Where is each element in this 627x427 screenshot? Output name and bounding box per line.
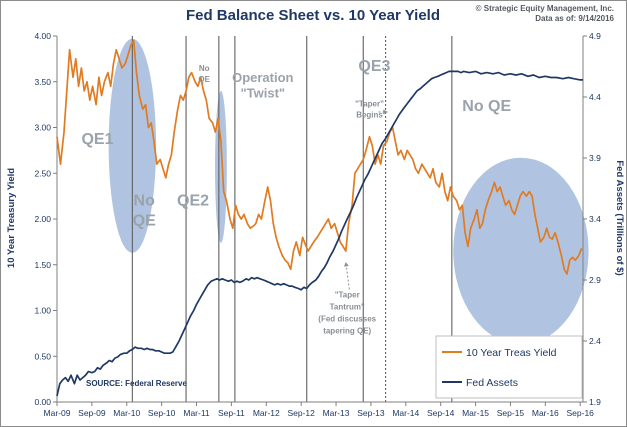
x-tick-label-3: Sep-10 [148, 408, 176, 418]
annotation-label-6: "Taper" Begins [355, 99, 384, 119]
y-left-tick-label-7: 3.50 [34, 77, 51, 87]
y-right-tick-label-5: 4.4 [589, 92, 601, 102]
annotation-line: "Twist" [240, 85, 285, 100]
annotation-line: "Taper [335, 291, 360, 300]
annotation-line: Operation [232, 70, 293, 85]
x-tick-label-13: Sep-15 [497, 408, 525, 418]
annotation-label-7: No QE [462, 98, 511, 115]
y-right-tick-label-4: 3.9 [589, 153, 601, 163]
x-tick-label-14: Mar-16 [532, 408, 559, 418]
annotation-label-2: No QE [198, 64, 210, 84]
annotation-line: QE2 [177, 192, 209, 209]
data-as-of-text: Data as of: 9/14/2016 [535, 14, 614, 23]
credit-text: © Strategic Equity Management, Inc. [476, 4, 614, 13]
y-left-tick-label-2: 1.00 [34, 306, 51, 316]
y-left-tick-label-6: 3.00 [34, 123, 51, 133]
annotation-line: Tantrum" [330, 303, 365, 312]
x-tick-label-6: Mar-12 [253, 408, 280, 418]
x-tick-label-11: Sep-14 [427, 408, 455, 418]
annotation-line: (Fed discusses [318, 314, 376, 323]
annotation-arrow-0 [345, 261, 350, 290]
annotation-label-5: QE3 [358, 58, 390, 75]
x-tick-label-10: Mar-14 [392, 408, 419, 418]
x-tick-label-5: Sep-11 [218, 408, 245, 418]
annotation-arrowhead-0 [343, 262, 349, 267]
legend-label-fed-assets: Fed Assets [466, 377, 518, 389]
x-tick-label-9: Sep-13 [357, 408, 385, 418]
annotation-line: No [199, 64, 210, 73]
x-tick-label-2: Mar-10 [113, 408, 140, 418]
highlight-ellipse-2 [453, 157, 589, 345]
annotation-line: "Taper" [355, 99, 384, 108]
annotation-line: QE [198, 75, 210, 84]
legend-box [435, 335, 583, 399]
y-axis-left-title: 10 Year Treasury Yield [6, 168, 17, 268]
annotation-line: QE1 [81, 131, 113, 148]
series-line-fed-assets [56, 70, 583, 397]
annotation-line: No QE [462, 98, 511, 115]
annotation-arrowhead-1 [383, 109, 388, 115]
plot-area: 0.00 0.50 1.00 1.50 2.00 2.50 3.00 3.50 4.00 1.9 2… [34, 31, 601, 418]
y-right-tick-label-6: 4.9 [589, 31, 601, 41]
y-left-tick-label-0: 0.00 [34, 397, 51, 407]
x-tick-label-0: Mar-09 [44, 408, 71, 418]
y-left-tick-label-1: 0.50 [34, 351, 51, 361]
x-tick-label-4: Mar-11 [183, 408, 210, 418]
annotation-label-0: QE1 [81, 131, 113, 148]
series-line-yield [56, 39, 583, 275]
chart-title: Fed Balance Sheet vs. 10 Year Yield [186, 7, 440, 24]
annotation-line: No [134, 192, 156, 209]
annotation-label-8: "Taper Tantrum" (Fed discusses tapering QE) [318, 291, 376, 336]
y-axis-right-title: Fed Assets (Trillions of $) [614, 160, 625, 275]
highlight-ellipse-1 [215, 90, 227, 243]
annotation-label-1: No QE [133, 192, 156, 229]
y-right-tick-label-0: 1.9 [589, 397, 601, 407]
x-tick-label-8: Mar-13 [323, 408, 350, 418]
legend-label-yield: 10 Year Treas Yield [466, 347, 557, 359]
y-left-tick-label-4: 2.00 [34, 214, 51, 224]
source-text: SOURCE: Federal Reserve [86, 379, 187, 388]
x-tick-label-7: Sep-12 [287, 408, 315, 418]
x-tick-label-15: Sep-16 [566, 408, 594, 418]
x-tick-label-1: Sep-09 [78, 408, 106, 418]
y-right-tick-label-3: 3.4 [589, 214, 601, 224]
y-right-tick-label-2: 2.9 [589, 275, 601, 285]
annotation-line: QE3 [358, 58, 390, 75]
y-left-tick-label-8: 4.00 [34, 31, 51, 41]
y-right-tick-label-1: 2.4 [589, 336, 601, 346]
annotation-line: tapering QE) [323, 326, 371, 335]
y-left-tick-label-5: 2.50 [34, 168, 51, 178]
annotation-label-4: Operation "Twist" [232, 70, 293, 101]
y-left-tick-label-3: 1.50 [34, 260, 51, 270]
annotation-label-3: QE2 [177, 192, 209, 209]
legend: 10 Year Treas Yield Fed Assets [435, 335, 583, 399]
x-tick-label-12: Mar-15 [462, 408, 489, 418]
annotation-line: QE [133, 212, 156, 229]
annotation-line: Begins [356, 110, 383, 119]
